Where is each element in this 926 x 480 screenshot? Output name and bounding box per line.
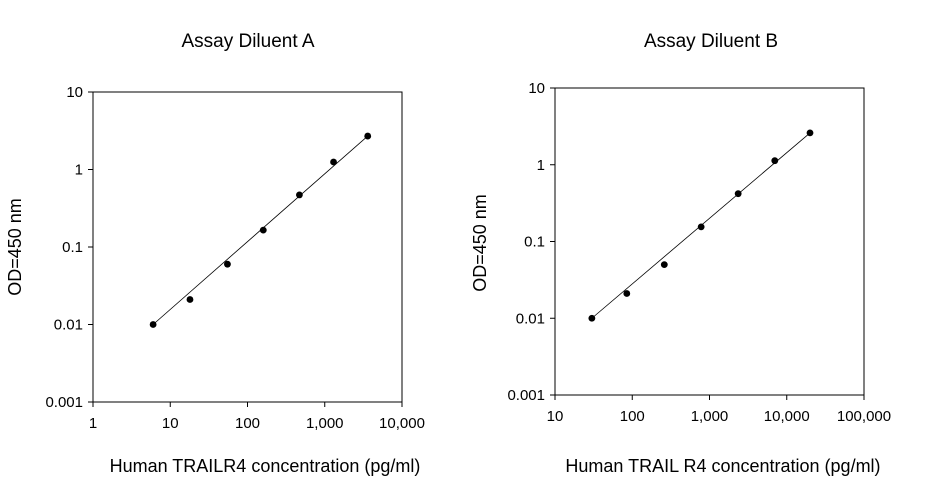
x-tick-label: 1 [89, 415, 97, 432]
x-tick-label: 10,000 [764, 408, 810, 425]
data-marks [588, 129, 814, 322]
x-axis-label: Human TRAILR4 concentration (pg/ml) [110, 456, 421, 476]
x-axis-label: Human TRAIL R4 concentration (pg/ml) [565, 456, 880, 476]
data-point [224, 260, 231, 268]
data-point [259, 226, 267, 234]
y-tick-label: 0.001 [45, 394, 83, 411]
axis-ticks: 10 100 1,000 10,000 100,000 0.001 0.01 0.1 1 10 [507, 80, 891, 425]
chart-title: Assay Diluent B [644, 31, 778, 52]
chart-title: Assay Diluent A [181, 31, 314, 52]
plot-area [92, 91, 403, 403]
x-tick-label: 10,000 [379, 415, 425, 432]
x-tick-label: 10 [547, 408, 564, 425]
y-tick-label: 0.1 [62, 239, 83, 256]
y-tick-label: 0.01 [54, 317, 83, 334]
x-tick-label: 100,000 [837, 408, 891, 425]
x-tick-label: 1,000 [306, 415, 344, 432]
plot-area [554, 87, 865, 396]
data-point [806, 129, 814, 137]
x-tick-label: 10 [162, 415, 179, 432]
y-axis-label: OD=450 nm [5, 198, 25, 296]
chart-assay-diluent-b: Assay Diluent B Human TRAIL R4 concentra… [470, 31, 891, 476]
y-tick-label: 1 [75, 162, 83, 179]
data-point [734, 190, 742, 198]
y-tick-label: 0.1 [524, 234, 545, 251]
y-tick-label: 10 [528, 80, 545, 97]
data-point [771, 157, 779, 165]
y-tick-label: 0.01 [516, 310, 545, 327]
y-tick-label: 1 [537, 157, 545, 174]
data-point [186, 296, 194, 303]
data-point [623, 290, 631, 297]
y-tick-label: 0.001 [507, 387, 545, 404]
data-point [330, 158, 337, 166]
x-tick-label: 100 [235, 415, 260, 432]
data-point [697, 223, 705, 231]
x-tick-label: 1,000 [691, 408, 729, 425]
data-point [149, 321, 157, 328]
data-point [588, 314, 596, 322]
data-point [296, 191, 303, 199]
data-marks [149, 132, 372, 328]
y-axis-label: OD=450 nm [470, 194, 490, 292]
data-point [660, 261, 668, 269]
y-tick-label: 10 [66, 84, 83, 101]
x-tick-label: 100 [620, 408, 645, 425]
axis-ticks: 1 10 100 1,000 10,000 0.001 0.01 0.1 1 10 [45, 84, 424, 432]
chart-assay-diluent-a: Assay Diluent A Human TRAILR4 concentrat… [5, 31, 425, 476]
data-point [364, 132, 372, 140]
